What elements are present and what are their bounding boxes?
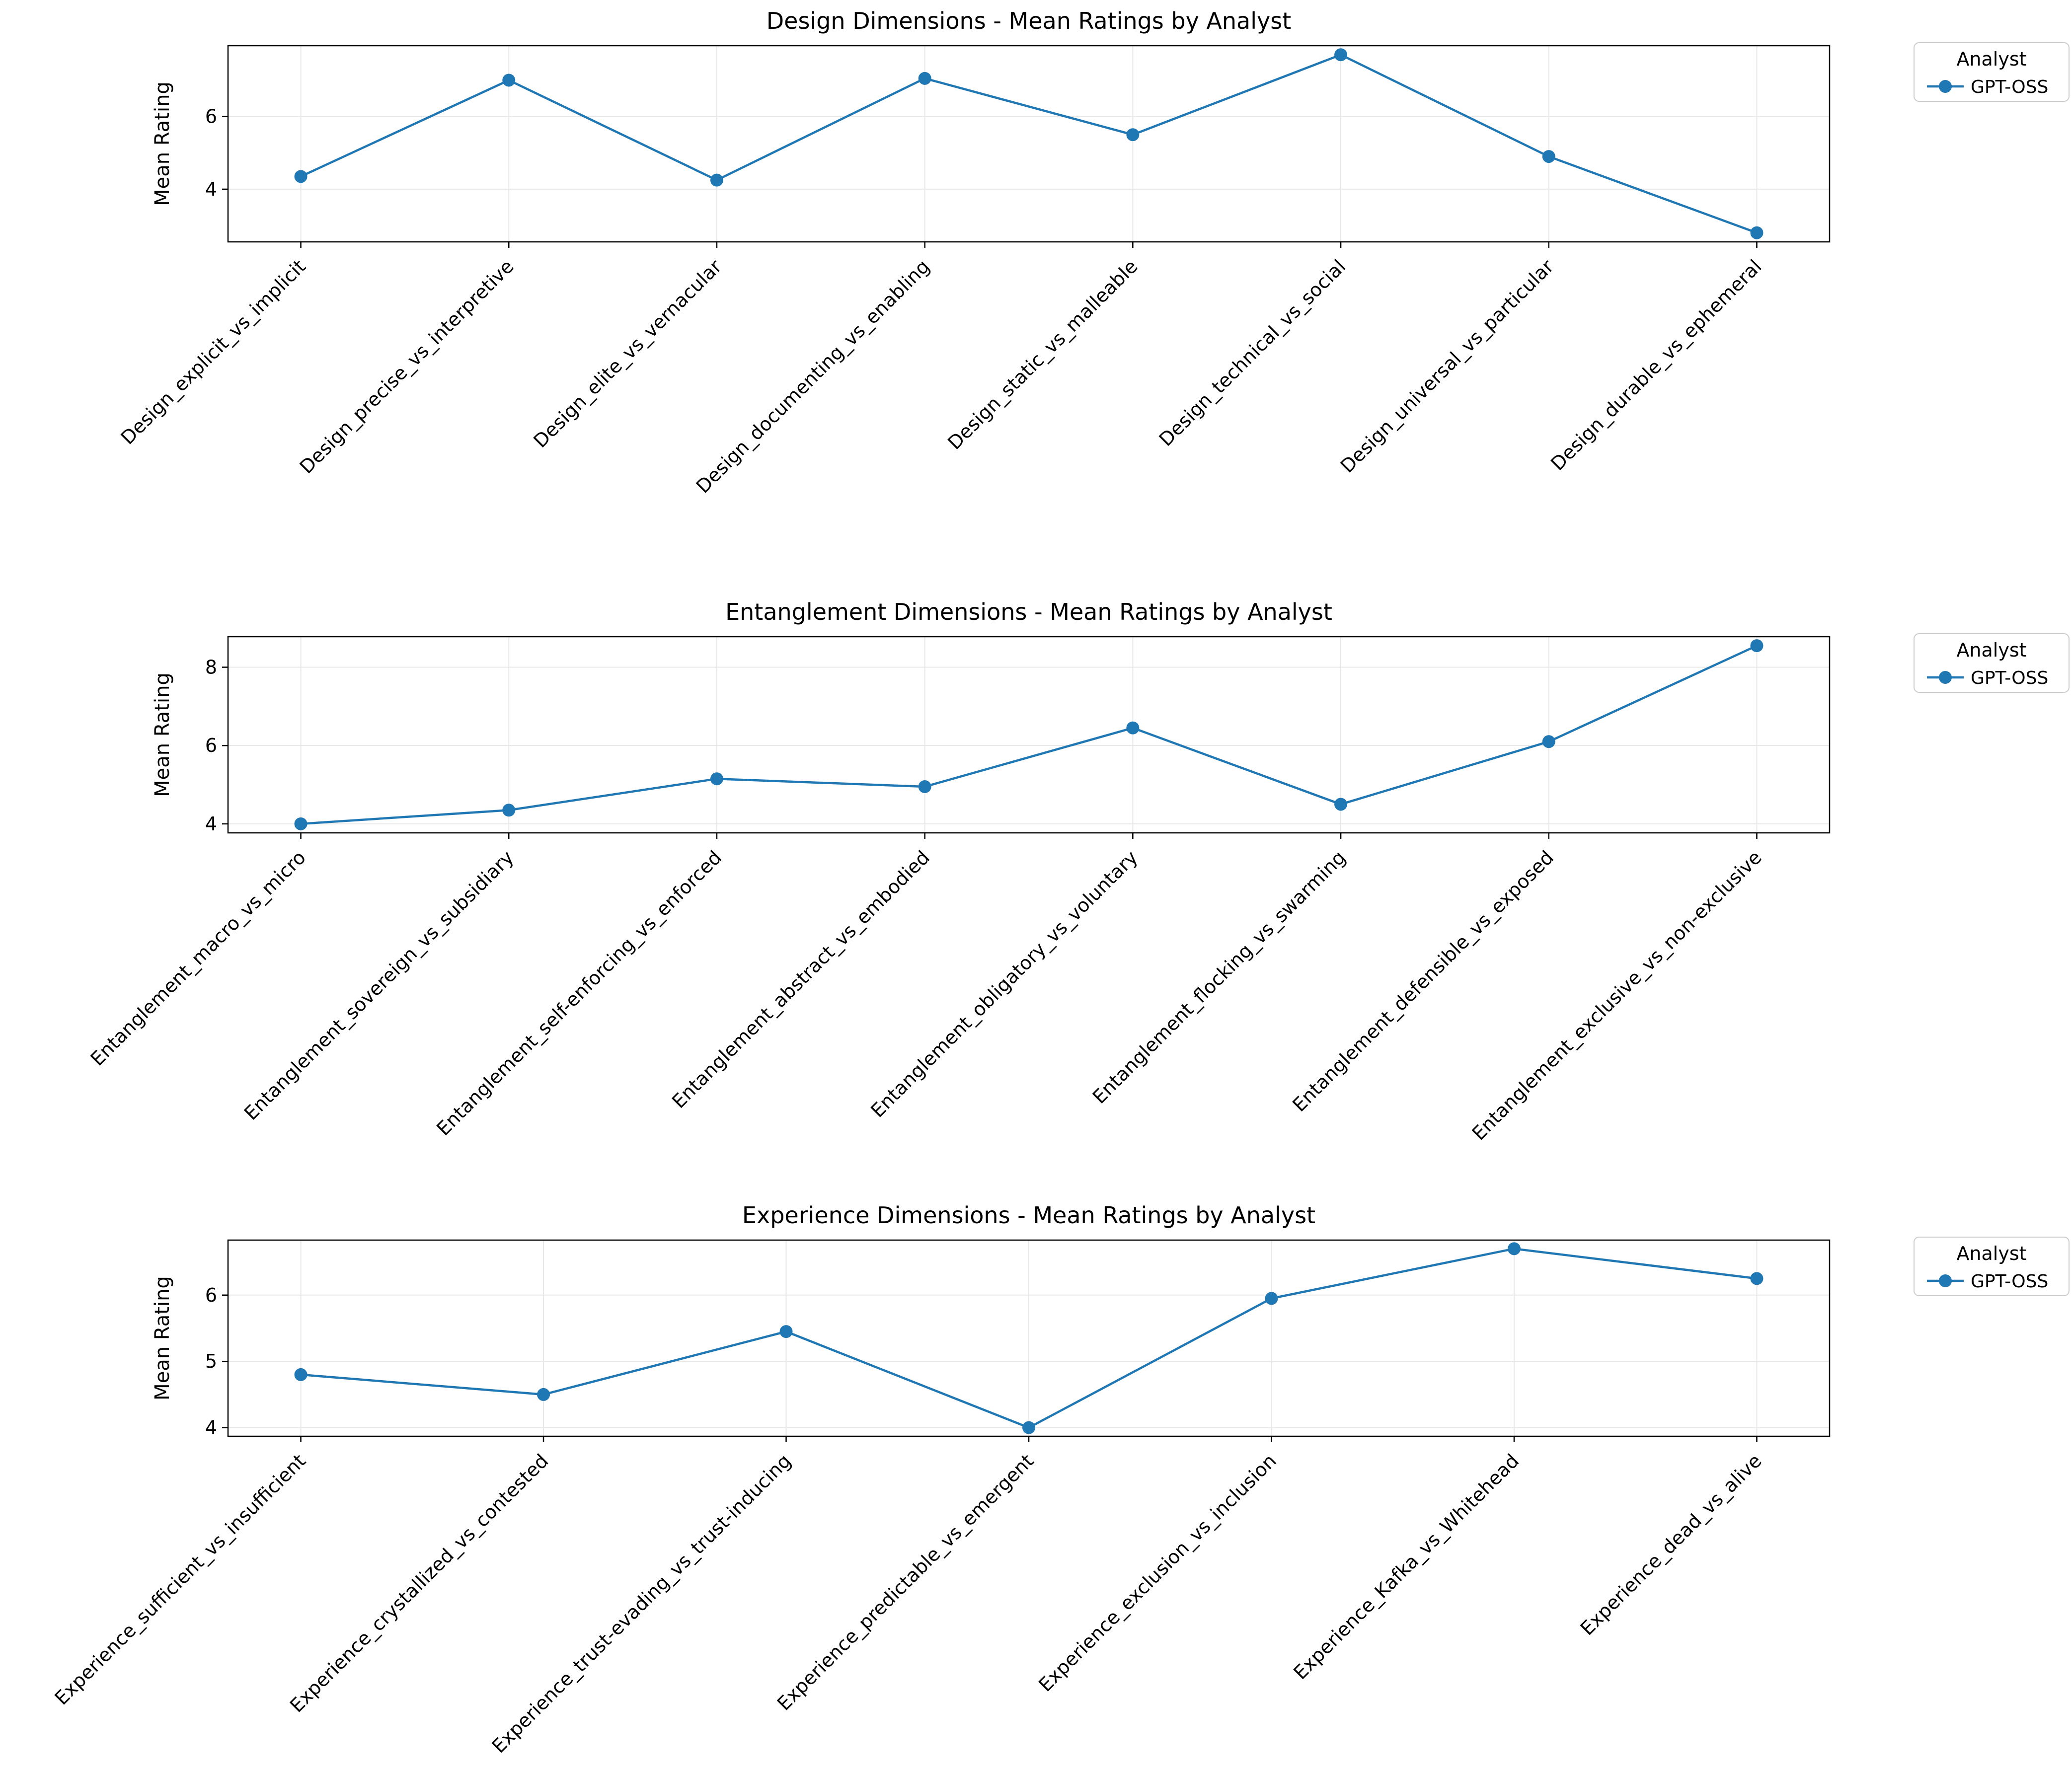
y-axis-label: Mean Rating — [151, 672, 174, 797]
experience-dimensions-chart-svg: 4 5 6 Experience_sufficient_vs_insufficient… — [51, 1202, 2070, 1758]
data-point-marker — [1126, 721, 1140, 735]
x-tick-label: Design_elite_vs_vernacular — [529, 255, 726, 452]
y-tick-label: 4 — [205, 178, 217, 200]
legend-marker — [1939, 80, 1952, 93]
y-tick-label: 6 — [205, 106, 217, 128]
y-tick-label: 4 — [205, 1417, 217, 1439]
x-tick-label: Entanglement_abstract_vs_embodied — [668, 846, 934, 1112]
chart-title: Experience Dimensions - Mean Ratings by … — [742, 1202, 1315, 1229]
data-point-marker — [1507, 1242, 1521, 1255]
data-line — [300, 53, 1758, 234]
x-tick-label: Design_documenting_vs_enabling — [692, 255, 934, 497]
data-point-marker — [1542, 150, 1555, 163]
x-tick-label: Experience_Kafka_vs_Whitehead — [1289, 1450, 1523, 1684]
x-tick-label: Design_static_vs_malleable — [943, 255, 1142, 453]
x-tick-label: Experience_trust-evading_vs_trust-induci… — [488, 1450, 795, 1757]
plot-area — [227, 636, 1831, 834]
y-tick-label: 5 — [205, 1350, 217, 1372]
data-point-marker — [1334, 798, 1348, 811]
data-point-marker — [537, 1388, 550, 1401]
legend-title: Analyst — [1956, 639, 2026, 661]
y-tick-label: 8 — [205, 656, 217, 678]
chart-design-dimensions: 4 6 Design_explicit_vs_implicit Design_prec… — [0, 0, 2072, 591]
x-tick-label: Experience_dead_vs_alive — [1576, 1450, 1766, 1639]
data-point-marker — [918, 72, 931, 85]
x-tick-label: Experience_predictable_vs_emergent — [773, 1450, 1038, 1715]
legend-title: Analyst — [1956, 48, 2026, 70]
data-point-marker — [294, 170, 307, 183]
chart-experience-dimensions: 4 5 6 Experience_sufficient_vs_insufficient… — [0, 1194, 2072, 1771]
data-point-marker — [294, 817, 307, 830]
legend-label: GPT-OSS — [1971, 77, 2048, 97]
entanglement-dimensions-chart-svg: 4 6 8 Entanglement_macro_vs_micro Entangleme… — [86, 598, 2070, 1144]
x-tick-label: Entanglement_defensible_vs_exposed — [1288, 846, 1558, 1116]
legend-label: GPT-OSS — [1971, 668, 2048, 688]
data-point-marker — [1750, 639, 1764, 653]
data-point-marker — [1022, 1421, 1035, 1434]
x-tick-label: Design_precise_vs_interpretive — [296, 255, 518, 478]
y-axis-label: Mean Rating — [151, 81, 174, 206]
data-point-marker — [779, 1325, 793, 1338]
data-line — [301, 645, 1758, 825]
data-point-marker — [1542, 735, 1555, 748]
plot-area — [227, 45, 1831, 243]
y-axis-label: Mean Rating — [151, 1276, 174, 1401]
legend-marker — [1939, 1274, 1952, 1287]
data-point-marker — [710, 772, 723, 786]
data-point-marker — [502, 804, 516, 817]
data-point-marker — [710, 173, 723, 187]
data-point-marker — [1750, 1272, 1764, 1285]
design-dimensions-chart-svg: 4 6 Design_explicit_vs_implicitDesign_prec… — [117, 7, 2070, 498]
data-point-marker — [294, 1368, 307, 1381]
data-point-marker — [1126, 128, 1140, 142]
y-tick-label: 6 — [205, 735, 217, 756]
x-tick-label: Design_explicit_vs_implicit — [117, 255, 310, 448]
chart-title: Entanglement Dimensions - Mean Ratings b… — [725, 598, 1332, 625]
x-tick-label: Experience_exclusion_vs_inclusion — [1034, 1450, 1281, 1696]
y-tick-label: 6 — [205, 1284, 217, 1306]
chart-title: Design Dimensions - Mean Ratings by Anal… — [767, 7, 1291, 34]
chart-entanglement-dimensions: 4 6 8 Entanglement_macro_vs_micro Entangleme… — [0, 591, 2072, 1194]
x-tick-label: Design_technical_vs_social — [1155, 255, 1350, 450]
data-point-marker — [918, 780, 931, 793]
legend-marker — [1939, 671, 1952, 684]
legend-title: Analyst — [1956, 1243, 2026, 1264]
data-point-marker — [1750, 226, 1764, 239]
x-tick-label: Design_durable_vs_ephemeral — [1546, 255, 1766, 475]
x-tick-label: Experience_crystallized_vs_contested — [286, 1450, 552, 1716]
y-tick-label: 4 — [205, 813, 217, 835]
data-point-marker — [1265, 1292, 1278, 1305]
x-tick-label: Entanglement_flocking_vs_swarming — [1088, 846, 1350, 1108]
data-point-marker — [1334, 48, 1348, 62]
legend-label: GPT-OSS — [1971, 1271, 2048, 1292]
x-tick-label: Experience_sufficient_vs_insufficient — [51, 1450, 310, 1709]
x-tick-label: Entanglement_macro_vs_micro — [86, 846, 310, 1070]
data-point-marker — [502, 74, 516, 87]
x-tick-label: Design_universal_vs_particular — [1336, 255, 1558, 477]
